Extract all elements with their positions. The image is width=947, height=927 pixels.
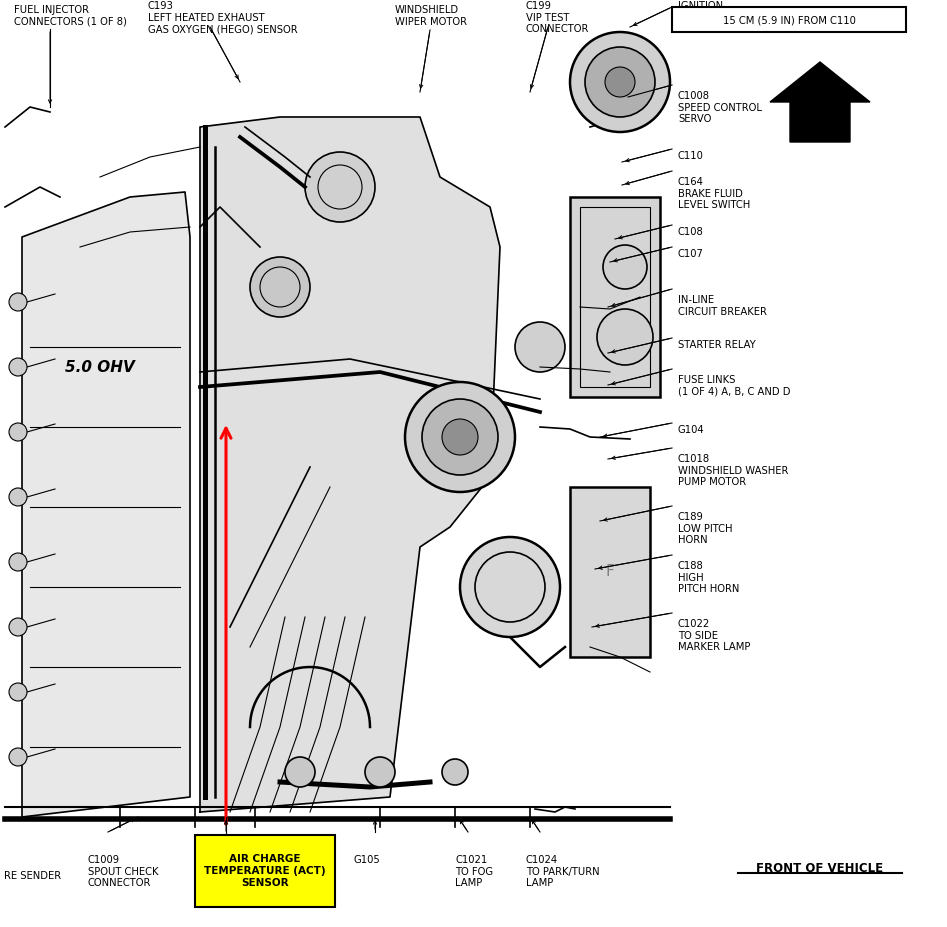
Circle shape <box>9 293 27 311</box>
Bar <box>570 197 660 397</box>
Text: C1008
SPEED CONTROL
SERVO: C1008 SPEED CONTROL SERVO <box>678 91 762 124</box>
Circle shape <box>405 382 515 492</box>
Text: 15 CM (5.9 IN) FROM C110: 15 CM (5.9 IN) FROM C110 <box>723 15 855 25</box>
Text: G105: G105 <box>354 855 381 865</box>
Polygon shape <box>200 117 500 812</box>
Bar <box>580 207 650 387</box>
Text: FRONT OF VEHICLE: FRONT OF VEHICLE <box>757 862 884 875</box>
Text: C189
LOW PITCH
HORN: C189 LOW PITCH HORN <box>678 512 732 545</box>
Circle shape <box>515 322 565 372</box>
Bar <box>570 487 650 657</box>
Circle shape <box>285 757 315 787</box>
Text: RE SENDER: RE SENDER <box>4 871 62 881</box>
Text: C1022
TO SIDE
MARKER LAMP: C1022 TO SIDE MARKER LAMP <box>678 619 750 653</box>
Circle shape <box>422 399 498 475</box>
Circle shape <box>603 245 647 289</box>
Circle shape <box>9 683 27 701</box>
Circle shape <box>365 757 395 787</box>
Text: C188
HIGH
PITCH HORN: C188 HIGH PITCH HORN <box>678 561 740 594</box>
Circle shape <box>585 47 655 117</box>
Text: FUSE LINKS
(1 OF 4) A, B, C AND D: FUSE LINKS (1 OF 4) A, B, C AND D <box>678 375 791 397</box>
Text: C1024
TO PARK/TURN
LAMP: C1024 TO PARK/TURN LAMP <box>526 855 599 888</box>
Text: F: F <box>606 565 615 579</box>
Circle shape <box>9 488 27 506</box>
Text: C1009
SPOUT CHECK
CONNECTOR: C1009 SPOUT CHECK CONNECTOR <box>88 855 158 888</box>
Polygon shape <box>770 62 870 142</box>
Text: C199
VIP TEST
CONNECTOR: C199 VIP TEST CONNECTOR <box>526 1 589 34</box>
Bar <box>672 7 906 32</box>
Bar <box>195 835 335 907</box>
Text: G104: G104 <box>678 425 705 435</box>
Text: IGNITION
SUPPRESSION RESISTOR: IGNITION SUPPRESSION RESISTOR <box>678 1 799 22</box>
Text: C160: C160 <box>197 855 223 865</box>
Text: C1021
TO FOG
LAMP: C1021 TO FOG LAMP <box>455 855 493 888</box>
Circle shape <box>442 759 468 785</box>
Circle shape <box>305 152 375 222</box>
Circle shape <box>442 419 478 455</box>
Text: AIR CHARGE
TEMPERATURE (ACT)
SENSOR: AIR CHARGE TEMPERATURE (ACT) SENSOR <box>205 855 326 887</box>
Polygon shape <box>22 192 190 817</box>
Circle shape <box>9 358 27 376</box>
Text: C193
LEFT HEATED EXHAUST
GAS OXYGEN (HEGO) SENSOR: C193 LEFT HEATED EXHAUST GAS OXYGEN (HEG… <box>148 1 297 34</box>
Text: WINDSHIELD
WIPER MOTOR: WINDSHIELD WIPER MOTOR <box>395 5 467 27</box>
Text: C110: C110 <box>678 151 704 161</box>
Text: C107: C107 <box>678 249 704 259</box>
Text: FUEL INJECTOR
CONNECTORS (1 OF 8): FUEL INJECTOR CONNECTORS (1 OF 8) <box>14 5 127 27</box>
Circle shape <box>9 748 27 766</box>
Circle shape <box>9 618 27 636</box>
Text: C108: C108 <box>678 227 704 237</box>
Circle shape <box>9 423 27 441</box>
Text: C1018
WINDSHIELD WASHER
PUMP MOTOR: C1018 WINDSHIELD WASHER PUMP MOTOR <box>678 454 788 488</box>
Text: IN-LINE
CIRCUIT BREAKER: IN-LINE CIRCUIT BREAKER <box>678 295 767 317</box>
Circle shape <box>9 553 27 571</box>
Circle shape <box>460 537 560 637</box>
Circle shape <box>597 309 653 365</box>
Circle shape <box>605 67 635 97</box>
Circle shape <box>250 257 310 317</box>
Circle shape <box>570 32 670 132</box>
Text: 5.0 OHV: 5.0 OHV <box>65 360 134 375</box>
Text: STARTER RELAY: STARTER RELAY <box>678 340 756 350</box>
Text: C164
BRAKE FLUID
LEVEL SWITCH: C164 BRAKE FLUID LEVEL SWITCH <box>678 177 750 210</box>
